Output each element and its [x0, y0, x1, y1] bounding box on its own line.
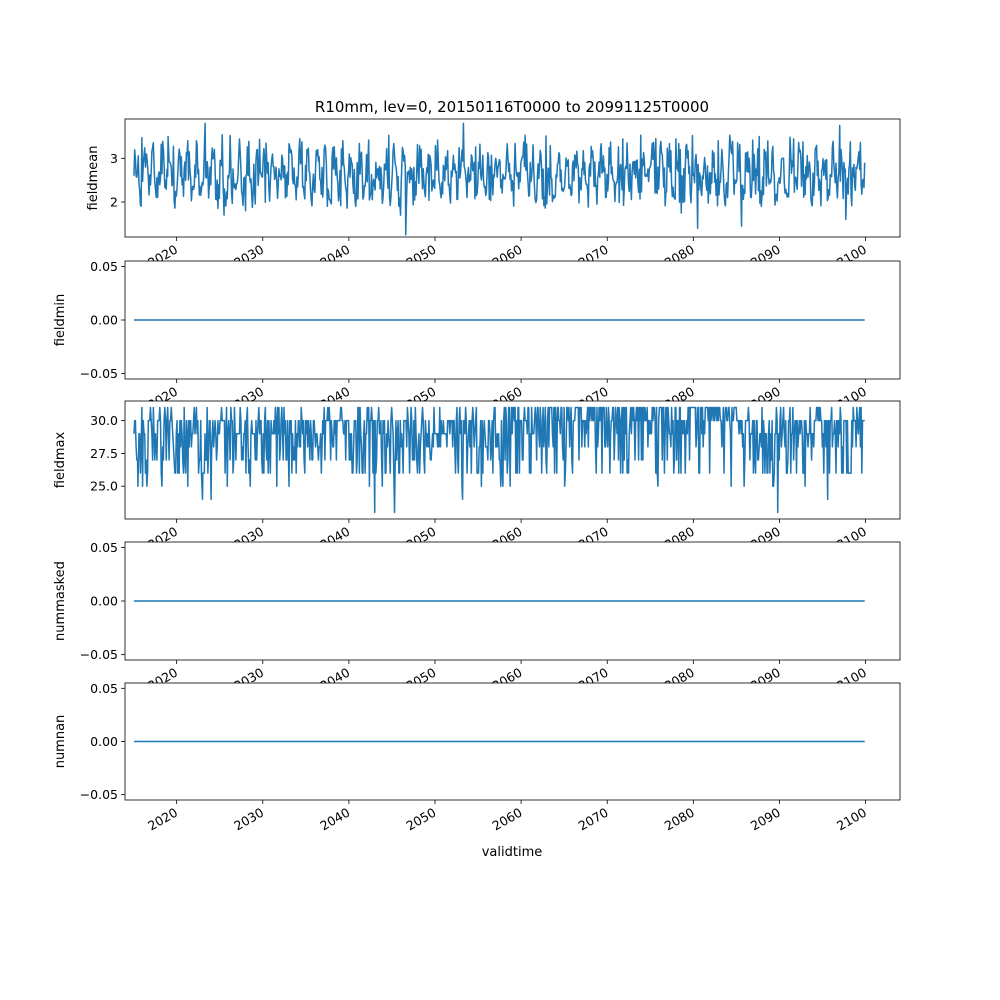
y-axis-label: nummasked	[53, 561, 68, 641]
y-tick-label: 0.00	[90, 313, 118, 328]
y-tick-label: 3	[110, 151, 118, 166]
axes-frame-fieldmean	[124, 118, 901, 238]
y-axis-label: numnan	[53, 715, 68, 769]
x-axis-label: validtime	[482, 845, 543, 860]
y-tick-label: 0.05	[90, 681, 118, 696]
axes-frame-fieldmax	[124, 400, 901, 520]
y-tick-label: 2	[110, 195, 118, 210]
y-tick-label: 0.00	[90, 734, 118, 749]
series-line-fieldmax	[133, 406, 865, 514]
y-tick-label: 0.05	[90, 540, 118, 555]
y-tick-label: −0.05	[80, 647, 118, 662]
chart-title: R10mm, lev=0, 20150116T0000 to 20991125T…	[315, 98, 709, 116]
y-tick-label: 30.0	[90, 413, 118, 428]
y-tick-label: 0.05	[90, 259, 118, 274]
series-line-fieldmean	[133, 122, 866, 236]
y-axis-label: fieldmax	[53, 432, 68, 489]
y-tick-label: 25.0	[90, 479, 118, 494]
y-axis-label: fieldmin	[53, 294, 68, 347]
y-axis-label: fieldmean	[86, 146, 101, 211]
y-tick-label: 0.00	[90, 594, 118, 609]
y-tick-label: −0.05	[80, 787, 118, 802]
y-tick-label: −0.05	[80, 366, 118, 381]
y-tick-label: 27.5	[90, 446, 118, 461]
